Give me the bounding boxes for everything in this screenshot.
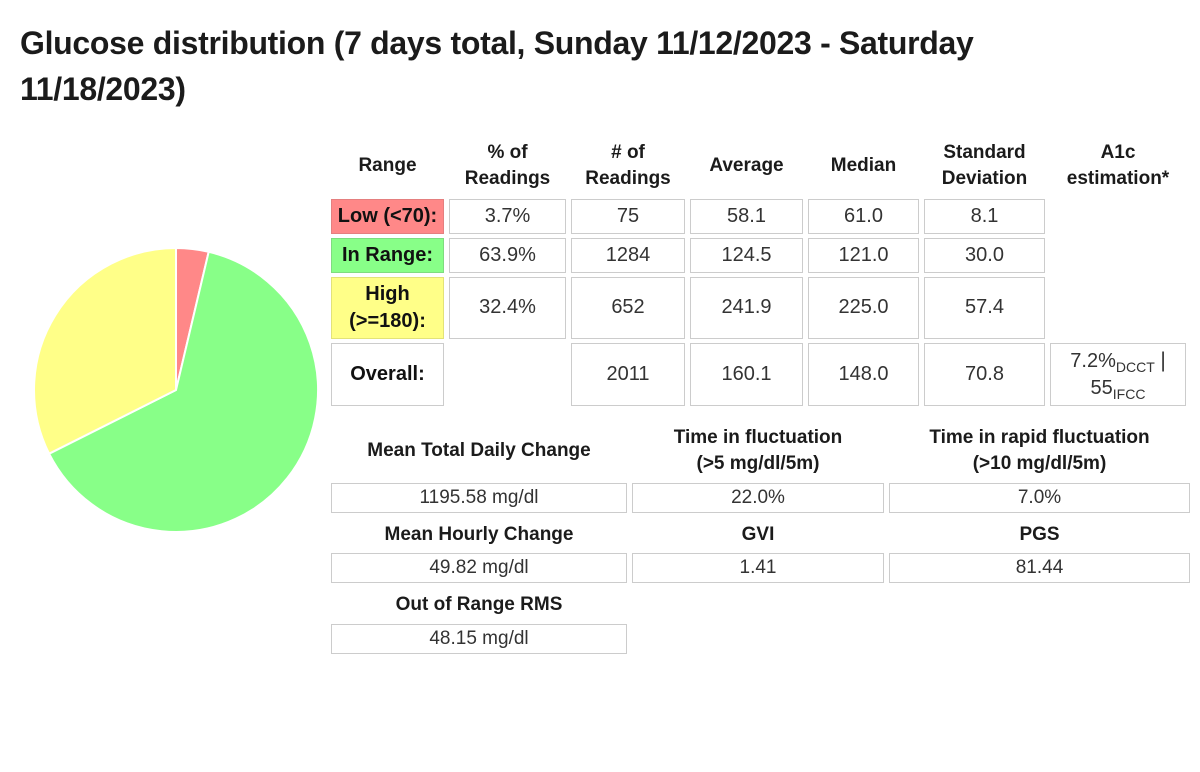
page-title: Glucose distribution (7 days total, Sund… <box>20 25 974 108</box>
glucose-pie-chart <box>33 247 319 534</box>
a1c-ifcc_sub: IFCC <box>1112 385 1146 402</box>
report-body: Range % of Readings # of Readings Average Me… <box>20 136 1190 659</box>
table-cell: 70.8 <box>924 342 1045 406</box>
table-cell: 63.9% <box>449 237 566 273</box>
empty-cell <box>889 588 1190 619</box>
table-cell: 124.5 <box>690 237 803 273</box>
metric-header-row: Mean Total Daily Change Time in fluctuati… <box>331 421 1190 478</box>
column-header: Average <box>709 155 784 177</box>
table-cell: 58.1 <box>690 198 803 234</box>
column-header: A1c estimation* <box>1066 142 1170 190</box>
metric-value-row: 1195.58 mg/dl 22.0% 7.0% <box>331 482 1190 513</box>
table-cell: 160.1 <box>690 342 803 406</box>
range-label-cell-in-range: In Range: <box>331 237 444 273</box>
table-cell <box>449 343 566 406</box>
column-header: % of Readings <box>464 142 551 190</box>
metric-label: PGS <box>1019 523 1060 545</box>
table-cell <box>1050 238 1186 273</box>
metric-header-row: Out of Range RMS <box>331 588 1190 619</box>
metric-label: Mean Total Daily Change <box>367 439 591 461</box>
table-cell: 57.4 <box>924 276 1045 339</box>
table-cell: 225.0 <box>808 276 919 339</box>
pie-chart-area <box>20 136 326 534</box>
metric-value: 48.15 mg/dl <box>331 624 627 655</box>
metric-value: 49.82 mg/dl <box>331 553 627 584</box>
metric-label: Out of Range RMS <box>395 594 563 616</box>
metric-header-row: Mean Hourly Change GVI PGS <box>331 518 1190 549</box>
table-row-low: Low (<70): 3.7% 75 58.1 61.0 8.1 <box>331 198 1186 234</box>
empty-cell <box>632 588 884 619</box>
column-header: Standard Deviation <box>941 142 1028 190</box>
range-label-cell-overall: Overall: <box>331 342 444 406</box>
table-row-overall: Overall: 2011 160.1 148.0 70.8 7.2%DCCT | 55IF… <box>331 342 1186 406</box>
a1c-ifcc: 55 <box>1090 376 1113 399</box>
table-cell: 3.7% <box>449 198 566 234</box>
metric-label: Time in fluctuation (>5 mg/dl/5m) <box>673 426 843 475</box>
column-header: Median <box>830 155 897 177</box>
metric-label: GVI <box>741 523 775 545</box>
metric-value: 1195.58 mg/dl <box>331 482 627 513</box>
metric-value-row: 49.82 mg/dl 1.41 81.44 <box>331 553 1190 584</box>
table-cell: 75 <box>571 198 685 234</box>
table-cell: 8.1 <box>924 198 1045 234</box>
metric-label: Time in rapid fluctuation (>10 mg/dl/5m) <box>929 426 1150 475</box>
table-cell <box>1050 199 1186 234</box>
distribution-table: Range % of Readings # of Readings Average Me… <box>326 136 1191 410</box>
a1c-dcct_sub: DCCT <box>1115 358 1155 375</box>
metric-value: 81.44 <box>889 553 1190 584</box>
tables-area: Range % of Readings # of Readings Average Me… <box>326 136 1195 659</box>
table-cell: 241.9 <box>690 276 803 339</box>
table-cell: 652 <box>571 276 685 339</box>
glucose-distribution-report: Glucose distribution (7 days total, Sund… <box>20 25 1190 659</box>
column-header: Range <box>358 155 417 177</box>
a1c-value: 7.2%DCCT | 55IFCC <box>1050 342 1186 406</box>
table-cell: 121.0 <box>808 237 919 273</box>
table-cell: 1284 <box>571 237 685 273</box>
table-row-in-range: In Range: 63.9% 1284 124.5 121.0 30.0 <box>331 237 1186 273</box>
empty-cell <box>632 624 884 654</box>
pie-slice-in-range <box>48 250 319 534</box>
metric-value: 1.41 <box>632 553 884 584</box>
table-cell: 61.0 <box>808 198 919 234</box>
table-cell: 30.0 <box>924 237 1045 273</box>
range-label-cell-high: High (>=180): <box>331 276 444 339</box>
distribution-table-header-row: Range % of Readings # of Readings Average Me… <box>331 140 1186 194</box>
metric-value-row: 48.15 mg/dl <box>331 624 1190 655</box>
table-cell: 2011 <box>571 342 685 406</box>
a1c-sep: | <box>1160 348 1166 372</box>
column-header: # of Readings <box>585 142 671 190</box>
table-cell <box>1050 277 1186 339</box>
table-cell: 148.0 <box>808 342 919 406</box>
empty-cell <box>889 624 1190 654</box>
a1c-dcct: 7.2% <box>1070 349 1116 372</box>
variability-table: Mean Total Daily Change Time in fluctuati… <box>326 416 1195 659</box>
metric-value: 22.0% <box>632 482 884 513</box>
table-cell: 32.4% <box>449 276 566 339</box>
metric-value: 7.0% <box>889 482 1190 513</box>
range-label-cell-low: Low (<70): <box>331 198 444 234</box>
metric-label: Mean Hourly Change <box>384 523 574 545</box>
table-row-high: High (>=180): 32.4% 652 241.9 225.0 57.4 <box>331 276 1186 339</box>
pie-slice-high <box>33 247 177 455</box>
